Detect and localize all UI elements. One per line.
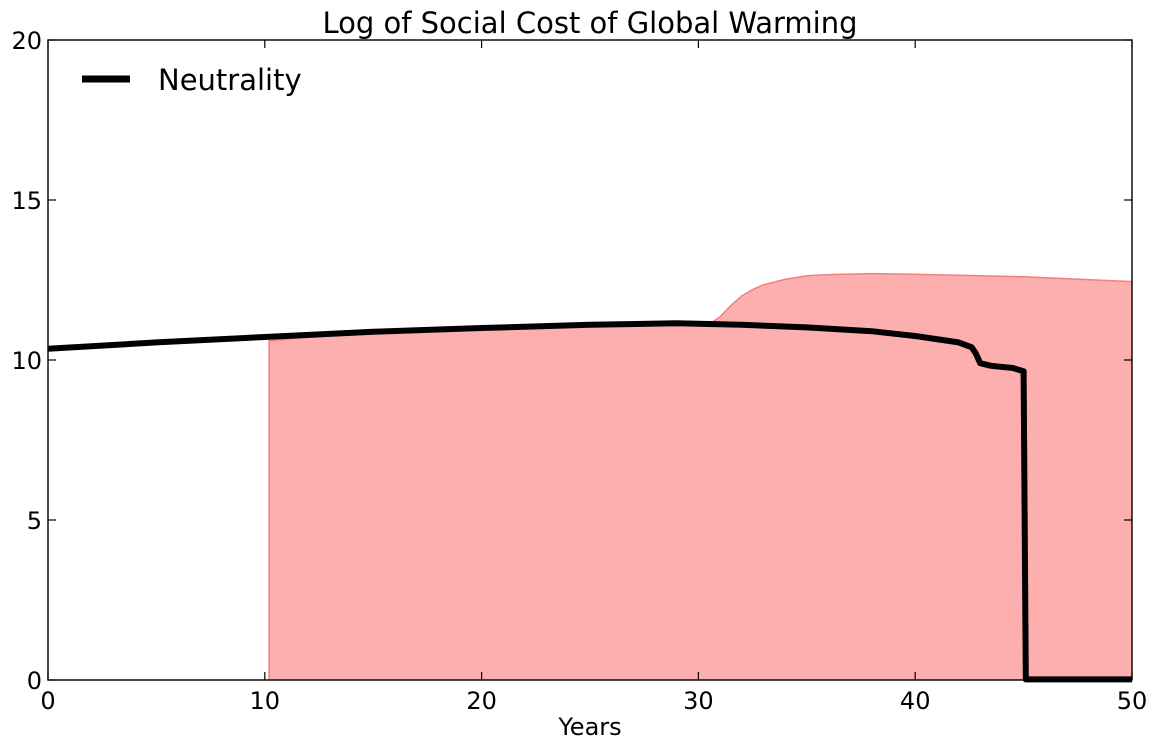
chart-title: Log of Social Cost of Global Warming: [322, 6, 857, 40]
y-tick-label: 0: [27, 667, 42, 695]
y-tick-label: 20: [11, 27, 42, 55]
y-tick-label: 5: [27, 507, 42, 535]
confidence-band: [269, 273, 1133, 680]
x-tick-label: 20: [466, 687, 497, 715]
legend: Neutrality: [82, 63, 302, 97]
series-layer: [47, 320, 1132, 683]
x-tick-label: 10: [250, 687, 281, 715]
ticks-layer: 0 10 20 30 40 50 0 5 10 15 20: [11, 27, 1147, 715]
x-tick-label: 50: [1117, 687, 1148, 715]
x-tick-label: 30: [683, 687, 714, 715]
series-line-neutrality: [47, 320, 1132, 683]
x-tick-label: 40: [900, 687, 931, 715]
confidence-band-layer: [268, 272, 1133, 680]
y-tick-label: 15: [11, 187, 42, 215]
legend-label-neutrality: Neutrality: [158, 63, 302, 97]
x-axis-label: Years: [557, 713, 621, 741]
x-tick-label: 0: [40, 687, 55, 715]
y-tick-label: 10: [11, 347, 42, 375]
